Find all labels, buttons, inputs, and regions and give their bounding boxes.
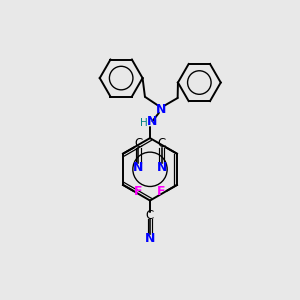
Text: N: N — [147, 115, 158, 128]
Text: F: F — [134, 185, 143, 198]
Text: C: C — [146, 209, 154, 222]
Text: N: N — [156, 160, 167, 174]
Text: H: H — [140, 118, 147, 128]
Text: F: F — [157, 185, 166, 198]
Text: N: N — [133, 160, 144, 174]
Text: C: C — [158, 137, 166, 150]
Text: C: C — [134, 137, 142, 150]
Text: N: N — [156, 103, 166, 116]
Text: N: N — [145, 232, 155, 245]
